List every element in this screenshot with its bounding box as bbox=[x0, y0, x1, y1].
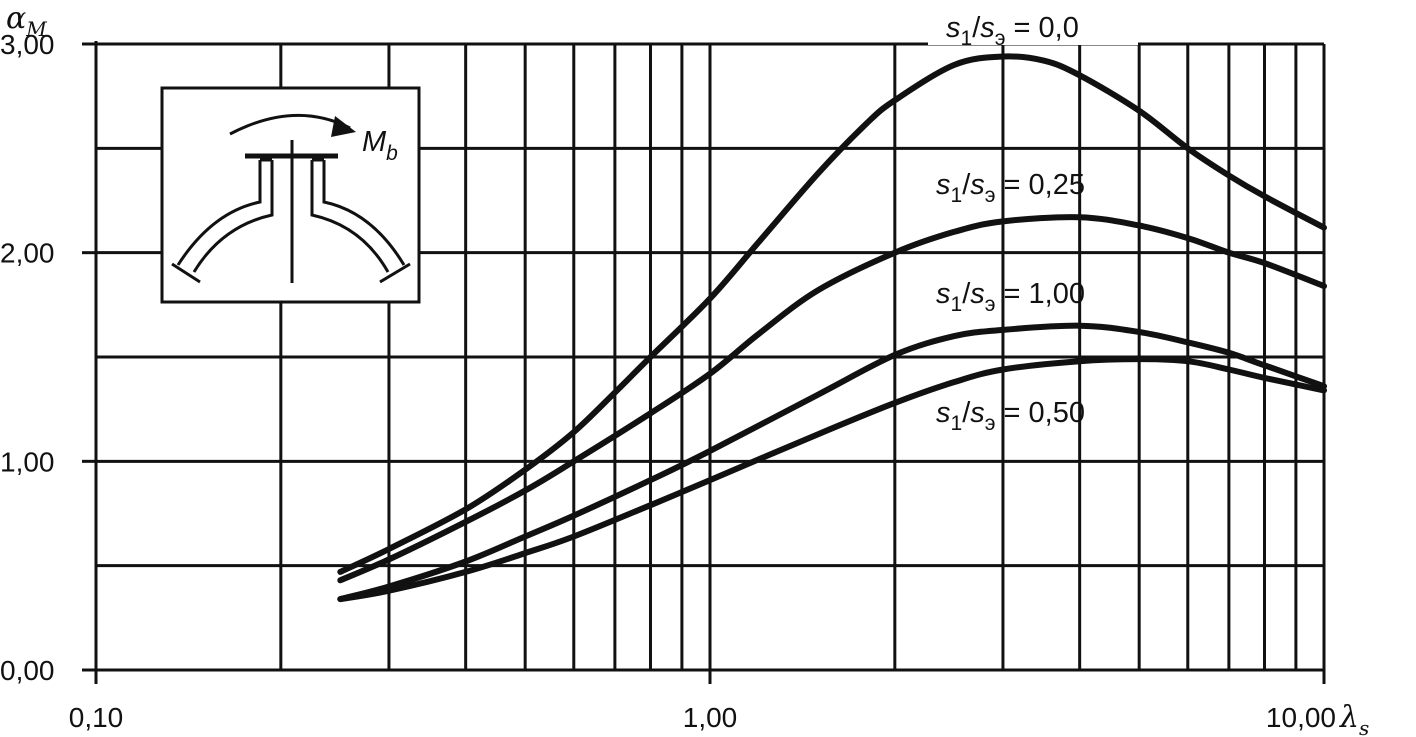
curves bbox=[337, 53, 1327, 603]
axes bbox=[82, 41, 1326, 684]
x-tick-label: 1,00 bbox=[683, 702, 738, 733]
series-label: s1/sэ = 0,50 bbox=[936, 397, 1085, 435]
grid-lines bbox=[96, 42, 1326, 670]
series-label-background bbox=[928, 5, 1138, 45]
inset-moment-label: Mb bbox=[362, 126, 398, 165]
y-tick-label: 2,00 bbox=[0, 238, 55, 269]
series-label: s1/sэ = 0,25 bbox=[936, 169, 1085, 207]
y-tick-label: 1,00 bbox=[0, 446, 55, 477]
y-tick-label: 0,00 bbox=[0, 655, 55, 686]
x-tick-label: 0,10 bbox=[69, 702, 124, 733]
series-line bbox=[337, 356, 1327, 603]
series-label: s1/sэ = 1,00 bbox=[936, 278, 1085, 316]
labels: 0,00 1,00 2,00 3,00 0,10 1,00 10,00 αM λs s1/sэ =… bbox=[0, 1, 1369, 737]
x-tick-label: 10,00 bbox=[1266, 702, 1336, 733]
series-line bbox=[337, 214, 1327, 584]
inset-schematic: Mb bbox=[160, 86, 421, 304]
y-tick-label: 3,00 bbox=[0, 29, 55, 60]
x-axis-label: λs bbox=[1339, 700, 1369, 737]
nozzle-flange-icon bbox=[171, 140, 411, 284]
moment-arrow-icon bbox=[229, 113, 356, 137]
y-axis-label: αM bbox=[6, 1, 47, 41]
series-label: s1/sэ = 0,0 bbox=[946, 12, 1079, 50]
series-line bbox=[337, 53, 1327, 575]
series-line bbox=[337, 322, 1327, 603]
